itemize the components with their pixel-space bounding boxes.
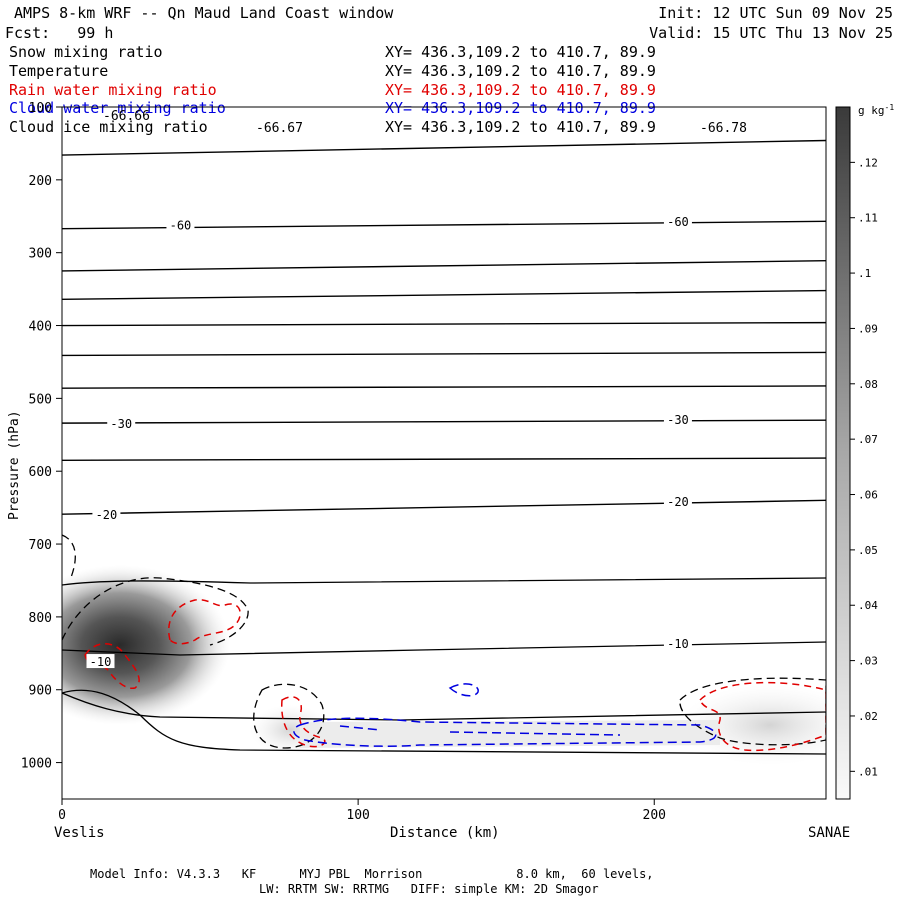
cloud-ice-contour-left xyxy=(62,577,249,646)
colorbar-ticks: .01 .02 .03 .04 .05 .06 .07 .08 .09 .1 .11 .12 xyxy=(850,156,878,778)
cloud-water-band-outer xyxy=(293,717,717,747)
model-info-line-1: Model Info: V4.3.3 KF MYJ PBL Morrison 8… xyxy=(90,867,654,881)
ice-extreme-overlap: -66.66 xyxy=(103,109,150,124)
isotherm-lines xyxy=(62,139,826,515)
x-start-label: Veslis xyxy=(54,825,105,841)
temperature-label: -60 xyxy=(667,215,689,229)
field-label-snow: Snow mixing ratio xyxy=(9,43,163,61)
y-axis: 100 200 300 400 500 600 700 800 900 1000 xyxy=(21,101,62,772)
isotherm-line xyxy=(62,457,826,461)
field-label-cloud-ice: Cloud ice mixing ratio xyxy=(9,118,208,136)
snow-shading-band xyxy=(300,720,720,748)
temperature-label: -20 xyxy=(96,508,118,522)
isotherm-line xyxy=(62,419,826,424)
rain-contour-1 xyxy=(168,599,241,645)
model-info-line-2: LW: RRTM SW: RRTMG DIFF: simple KM: 2D S… xyxy=(259,882,599,896)
isotherm-line xyxy=(62,289,826,301)
field-label-cloud-water: Cloud water mixing ratio xyxy=(9,99,226,117)
temperature-label-bg xyxy=(663,412,692,427)
isotherm-line xyxy=(62,385,826,389)
ice-extreme-left: -66.67 xyxy=(256,121,303,136)
colorbar-tick-label: .02 xyxy=(858,710,878,723)
field-label-rain: Rain water mixing ratio xyxy=(9,81,217,99)
isotherm-lowest xyxy=(62,692,826,721)
y-axis-label: Pressure (hPa) xyxy=(7,410,22,520)
colorbar-tick-label: .03 xyxy=(858,655,878,668)
colorbar-tick-label: .01 xyxy=(858,765,878,778)
isotherm-line xyxy=(62,499,826,515)
x-axis-label: Distance (km) xyxy=(390,825,500,841)
isotherm-line xyxy=(62,139,826,156)
y-tick-label: 500 xyxy=(29,392,52,407)
temperature-label: -10 xyxy=(90,655,112,669)
temperature-label-bg xyxy=(107,415,136,430)
rain-contour-3 xyxy=(281,696,326,748)
rain-contour-2 xyxy=(84,643,140,689)
y-tick-label: 200 xyxy=(29,174,52,189)
x-tick-label: 200 xyxy=(643,808,666,823)
temperature-label-bg xyxy=(663,493,692,508)
valid-time: Valid: 15 UTC Thu 13 Nov 25 xyxy=(649,24,893,42)
isotherm-line xyxy=(62,259,826,272)
colorbar-tick-label: .08 xyxy=(858,378,878,391)
snow-shading-core xyxy=(62,565,230,725)
cloud-ice-contour-edge xyxy=(62,534,76,581)
x-axis: 0 100 200 xyxy=(58,799,666,823)
colorbar-tick-label: .06 xyxy=(858,489,878,502)
colorbar-tick-label: .09 xyxy=(858,322,878,335)
isotherm-line xyxy=(62,321,826,327)
rain-contour-4 xyxy=(699,681,826,752)
colorbar-tick-label: .11 xyxy=(858,212,878,225)
isotherm-minus-5 xyxy=(62,577,826,586)
field-xy-cloud-water: XY= 436.3,109.2 to 410.7, 89.9 xyxy=(385,99,656,117)
y-tick-label: 400 xyxy=(29,320,52,335)
field-xy-cloud-ice: XY= 436.3,109.2 to 410.7, 89.9 xyxy=(385,118,656,136)
temperature-label-bg xyxy=(92,506,121,521)
cloud-water-band-inner xyxy=(339,725,621,736)
colorbar xyxy=(835,106,851,800)
temperature-label: -10 xyxy=(667,637,689,651)
colorbar-tick-label: .05 xyxy=(858,544,878,557)
y-tick-label: 900 xyxy=(29,684,52,699)
colorbar-tick-label: .04 xyxy=(858,599,878,612)
chart-title: AMPS 8-km WRF -- Qn Maud Land Coast wind… xyxy=(14,4,394,22)
plot-frame xyxy=(61,106,827,800)
temperature-label: -30 xyxy=(110,417,132,431)
cloud-water-blob xyxy=(448,683,479,697)
cloud-ice-contour-right xyxy=(679,677,826,746)
ice-extreme-right: -66.78 xyxy=(700,121,747,136)
temperature-label: -20 xyxy=(667,495,689,509)
x-end-label: SANAE xyxy=(808,825,850,841)
field-label-temperature: Temperature xyxy=(9,62,109,80)
isotherm-minus-10-low xyxy=(62,641,826,656)
y-tick-label: 100 xyxy=(29,101,52,116)
x-tick-label: 0 xyxy=(58,808,66,823)
forecast-hour: Fcst: 99 h xyxy=(5,24,114,42)
field-xy-snow: XY= 436.3,109.2 to 410.7, 89.9 xyxy=(385,43,656,61)
init-time: Init: 12 UTC Sun 09 Nov 25 xyxy=(658,4,893,22)
temperature-label: -60 xyxy=(170,219,192,233)
temperature-label: -30 xyxy=(667,413,689,427)
y-tick-label: 800 xyxy=(29,611,52,626)
y-tick-label: 1000 xyxy=(21,757,52,772)
y-tick-label: 600 xyxy=(29,465,52,480)
colorbar-unit: g kg-1 xyxy=(858,103,894,117)
field-xy-rain: XY= 436.3,109.2 to 410.7, 89.9 xyxy=(385,81,656,99)
temperature-label-bg xyxy=(663,635,692,650)
colorbar-tick-label: .12 xyxy=(858,156,878,169)
temperature-label-bg xyxy=(663,214,692,229)
temperature-label-bg xyxy=(166,217,195,232)
temperature-labels: -60 -60 -30 -30 -20 -20 -10 -10 xyxy=(86,214,692,669)
colorbar-tick-label: .07 xyxy=(858,433,878,446)
y-tick-label: 300 xyxy=(29,247,52,262)
x-tick-label: 100 xyxy=(346,808,369,823)
y-tick-label: 700 xyxy=(29,538,52,553)
isotherm-line xyxy=(62,351,826,357)
temperature-label-bg xyxy=(86,654,115,669)
cloud-ice-contour-mid xyxy=(253,683,325,749)
colorbar-tick-label: .1 xyxy=(858,267,871,280)
field-xy-temperature: XY= 436.3,109.2 to 410.7, 89.9 xyxy=(385,62,656,80)
